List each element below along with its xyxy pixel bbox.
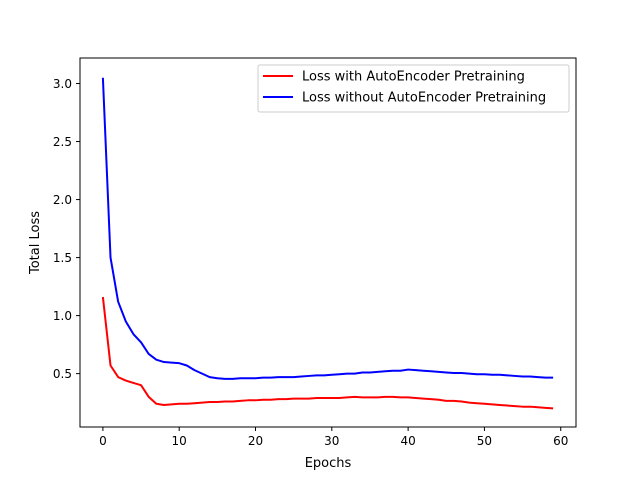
x-tick-label: 10 bbox=[172, 434, 187, 448]
series-line-0 bbox=[101, 296, 554, 410]
legend-box bbox=[257, 64, 570, 113]
series-lines bbox=[101, 77, 554, 410]
y-tick-label: 2.0 bbox=[53, 193, 72, 207]
y-tick-label: 2.5 bbox=[53, 135, 72, 149]
y-tick-label: 1.0 bbox=[53, 309, 72, 323]
y-tick-label: 1.5 bbox=[53, 251, 72, 265]
y-axis-ticks: 0.5 1.0 1.5 2.0 2.5 3.0 bbox=[53, 77, 80, 381]
x-axis-ticks: 0 10 20 30 40 50 60 bbox=[99, 427, 568, 448]
y-tick-label: 3.0 bbox=[53, 77, 72, 91]
y-tick-label: 0.5 bbox=[53, 367, 72, 381]
plot-frame bbox=[79, 57, 577, 428]
x-tick-label: 30 bbox=[324, 434, 339, 448]
x-tick-label: 20 bbox=[248, 434, 263, 448]
x-tick-label: 60 bbox=[553, 434, 568, 448]
x-tick-label: 0 bbox=[99, 434, 107, 448]
x-tick-label: 40 bbox=[400, 434, 415, 448]
x-axis-label: Epochs bbox=[305, 456, 352, 471]
y-axis-label: Total Loss bbox=[28, 211, 43, 275]
legend-label-with-pretraining: Loss with AutoEncoder Pretraining bbox=[302, 70, 525, 85]
x-tick-label: 50 bbox=[477, 434, 492, 448]
series-line-1 bbox=[101, 77, 554, 380]
legend-label-without-pretraining: Loss without AutoEncoder Pretraining bbox=[302, 91, 546, 106]
legend: Loss with AutoEncoder Pretraining Loss w… bbox=[257, 64, 570, 113]
